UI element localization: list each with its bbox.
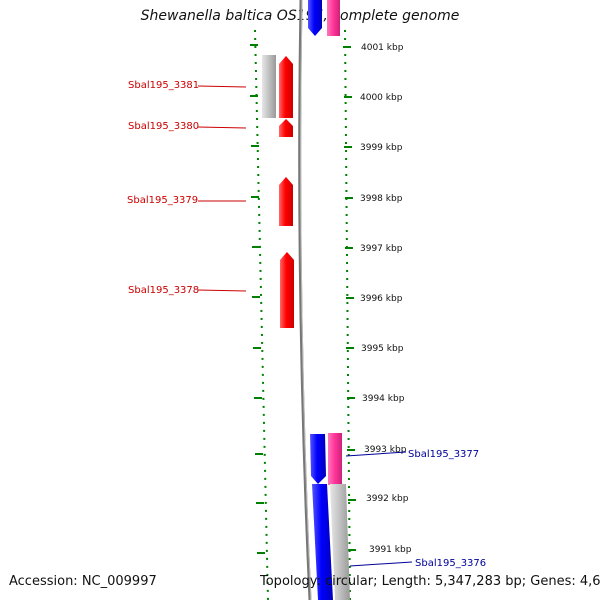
pink-feature-3377[interactable]	[328, 433, 342, 485]
tick-label-4001: 4001 kbp	[361, 43, 404, 53]
tick-label-4000: 4000 kbp	[360, 93, 403, 103]
tick-label-3998: 3998 kbp	[360, 194, 403, 204]
gray-gene-feature-3376[interactable]	[330, 484, 350, 600]
genome-summary: Topology: circular; Length: 5,347,283 bp…	[260, 574, 600, 589]
tick-label-3995: 3995 kbp	[361, 344, 404, 354]
right-ruler-ticks	[343, 46, 356, 551]
tick-label-3993: 3993 kbp	[364, 445, 407, 455]
left-ruler-ticks	[250, 44, 265, 554]
gene-label-3381[interactable]: Sbal195_3381	[128, 80, 199, 91]
gene-label-3377[interactable]: Sbal195_3377	[408, 449, 479, 460]
gene-label-3376[interactable]: Sbal195_3376	[415, 558, 486, 569]
cds-arrow-3377[interactable]	[310, 434, 326, 484]
gray-gene-feature-3381[interactable]	[262, 55, 276, 118]
tick-label-3994: 3994 kbp	[362, 394, 405, 404]
leader-line-3376	[349, 561, 413, 567]
tick-label-3996: 3996 kbp	[360, 294, 403, 304]
leader-line-3377	[345, 451, 407, 457]
leader-line-3380	[197, 126, 247, 129]
cds-arrow-3379[interactable]	[279, 177, 293, 226]
tick-label-3999: 3999 kbp	[360, 143, 403, 153]
gene-label-3379[interactable]: Sbal195_3379	[127, 195, 198, 206]
accession-label: Accession: NC_009997	[9, 574, 157, 589]
genome-backbone	[298, 0, 312, 600]
tick-label-3992: 3992 kbp	[366, 494, 409, 504]
tick-label-3997: 3997 kbp	[360, 244, 403, 254]
cds-arrow-3381[interactable]	[279, 56, 293, 118]
gene-label-3380[interactable]: Sbal195_3380	[128, 121, 199, 132]
top-pink-feature[interactable]	[327, 0, 340, 36]
gene-label-3378[interactable]: Sbal195_3378	[128, 285, 199, 296]
leader-line-3381	[197, 85, 247, 88]
top-blue-feature[interactable]	[308, 0, 322, 36]
tick-label-3991: 3991 kbp	[369, 545, 412, 555]
cds-arrow-3380[interactable]	[279, 119, 293, 137]
cds-arrow-3378[interactable]	[280, 252, 294, 328]
leader-line-3378	[197, 289, 247, 292]
cds-arrow-3376[interactable]	[312, 484, 333, 600]
